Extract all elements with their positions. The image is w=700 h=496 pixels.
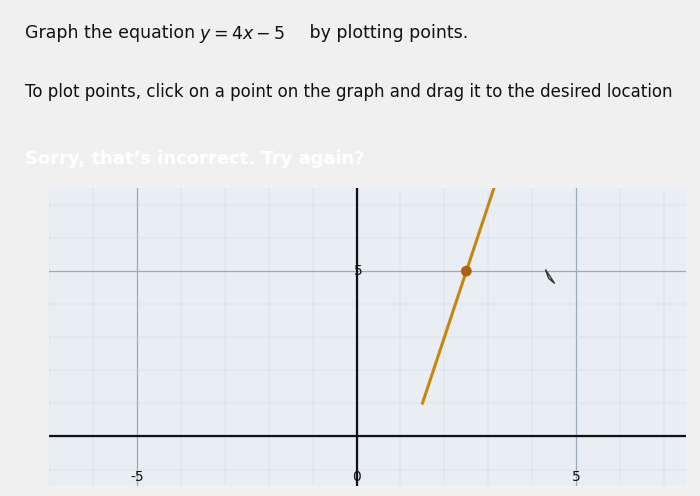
- Text: $y = 4x - 5$: $y = 4x - 5$: [199, 24, 286, 45]
- Text: 0: 0: [352, 470, 361, 485]
- Text: Graph the equation: Graph the equation: [25, 24, 200, 42]
- Point: [461, 267, 472, 275]
- Text: 5: 5: [354, 264, 363, 278]
- Text: 5: 5: [572, 470, 580, 485]
- Text: -5: -5: [130, 470, 143, 485]
- Text: To plot points, click on a point on the graph and drag it to the desired locatio: To plot points, click on a point on the …: [25, 83, 672, 101]
- Text: by plotting points.: by plotting points.: [304, 24, 469, 42]
- Text: Sorry, that’s incorrect. Try again?: Sorry, that’s incorrect. Try again?: [25, 150, 364, 168]
